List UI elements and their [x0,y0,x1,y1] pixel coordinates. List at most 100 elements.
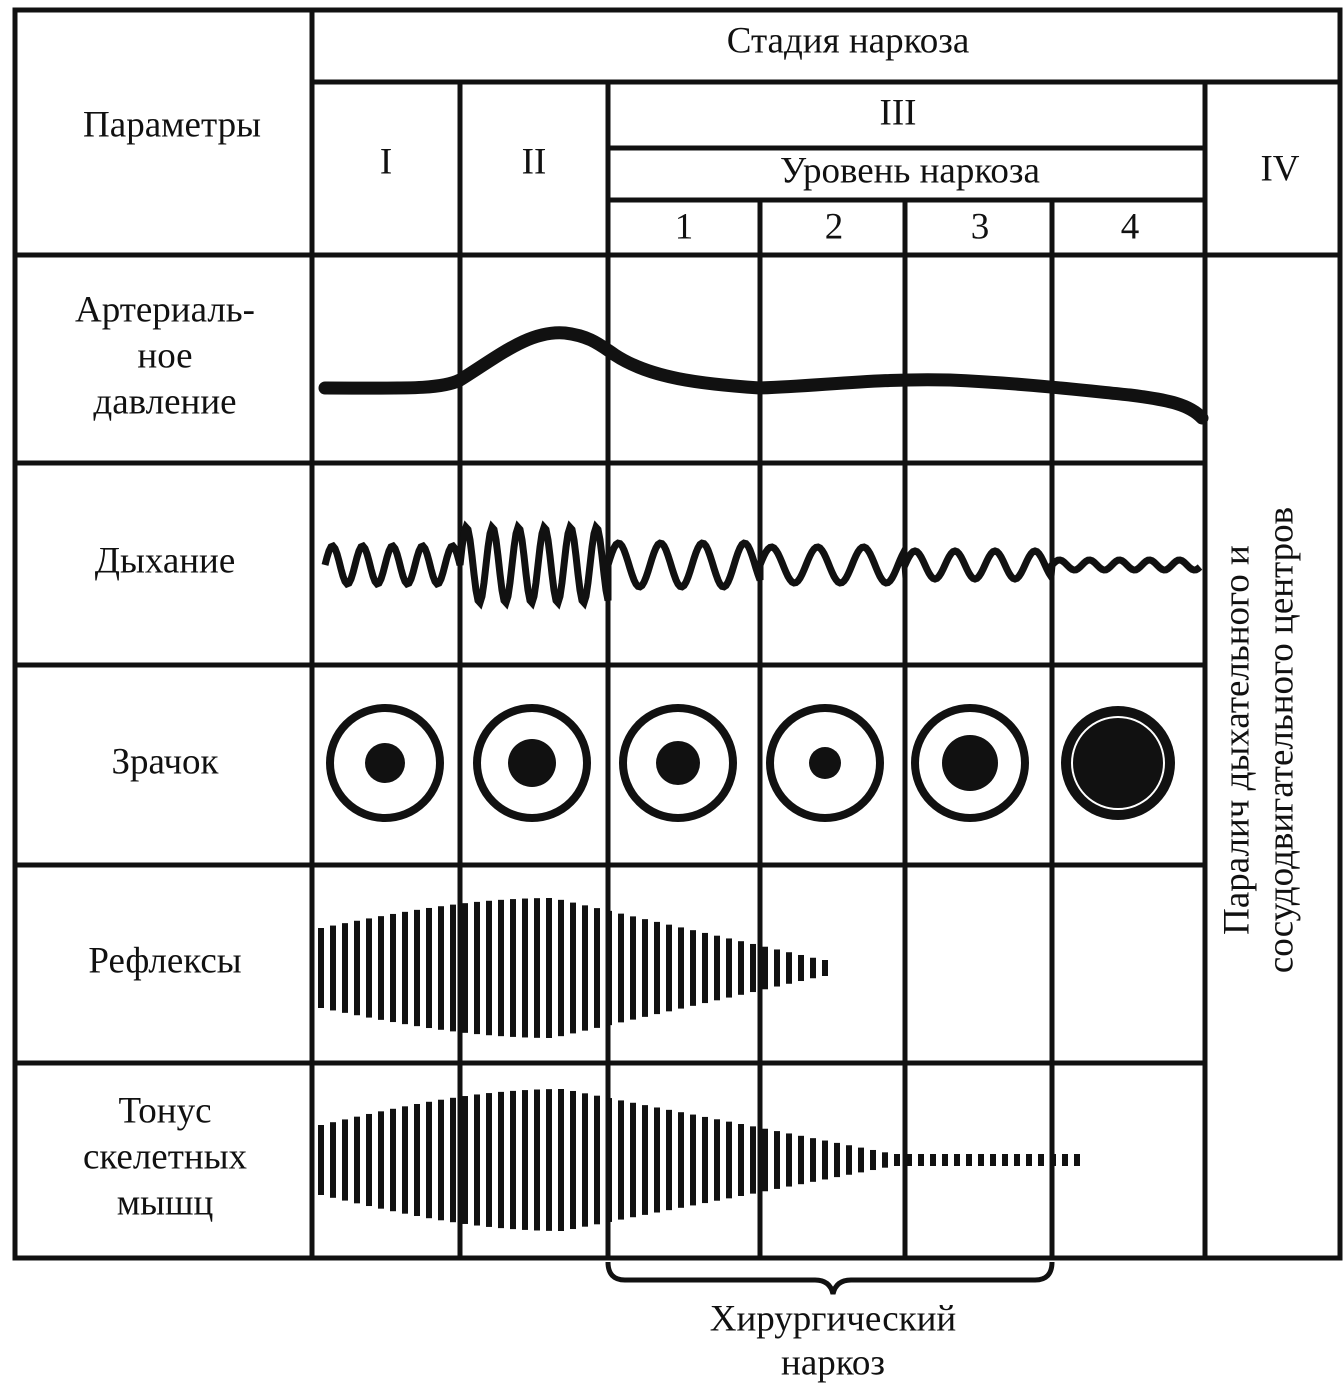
reflex-bar [330,926,336,1011]
tone-bar [546,1089,552,1231]
level-label: 1 [675,206,694,247]
tone-bar [966,1154,972,1166]
reflex-bar [690,930,696,1006]
tone-bar [618,1100,624,1219]
reflex-bar [750,944,756,992]
tone-bar [726,1122,732,1199]
tone-bar [750,1126,756,1193]
header-cell: Параметры [83,104,261,145]
tone-bar [942,1154,948,1166]
row-label: Тонус [118,1090,211,1131]
reflex-bar [558,900,564,1036]
row-label: мышц [117,1182,214,1223]
row-label: давление [93,381,236,422]
tone-bar [1050,1154,1056,1166]
tone-bar [1074,1154,1080,1166]
stage-label: IV [1260,148,1299,189]
reflex-bar [498,900,504,1036]
reflex-bar [642,919,648,1017]
reflex-bar [570,903,576,1034]
tone-bar [978,1154,984,1166]
pupil [508,739,556,787]
tone-bar [786,1133,792,1186]
reflex-bar [546,898,552,1038]
tone-bar [522,1090,528,1230]
tone-bar [858,1148,864,1173]
reflex-bar [582,905,588,1030]
tone-bar [366,1114,372,1206]
reflex-bar [510,899,516,1037]
reflex-bar [450,905,456,1032]
reflex-bar [702,933,708,1003]
tone-bar [414,1104,420,1216]
reflex-bar [606,911,612,1025]
tone-bar [486,1093,492,1227]
tone-bar [642,1105,648,1215]
tone-bar [810,1138,816,1182]
reflex-bar [414,910,420,1026]
row-label: скелетных [83,1136,248,1177]
tone-bar [558,1089,564,1231]
reflex-bar [618,914,624,1023]
side-note: сосудодвигательного центров [1260,507,1301,973]
reflex-bar [798,955,804,981]
tone-bar [378,1111,384,1208]
page: ПараметрыСтадия наркозаIIIIIIIVУровень н… [0,0,1344,1387]
tone-bar [714,1119,720,1200]
pressure-curve [325,333,1202,418]
tone-bar [1038,1154,1044,1166]
tone-bar [438,1100,444,1221]
reflex-bar [714,936,720,1001]
tone-bar [342,1119,348,1200]
pupil [365,743,405,783]
tone-bar [498,1092,504,1228]
tone-bar [702,1117,708,1203]
reflex-bar [786,952,792,984]
reflex-bar [522,899,528,1038]
bracket-label: наркоз [781,1342,885,1383]
row-label: ное [137,335,192,376]
tone-bar [654,1107,660,1212]
reflex-bar [426,908,432,1028]
tone-bar [762,1129,768,1192]
tone-bar [690,1115,696,1206]
tone-bar [1014,1154,1020,1166]
bracket-label: Хирургический [710,1298,956,1339]
tone-bar [426,1102,432,1218]
row-label: Зрачок [111,741,219,782]
reflex-bar [354,921,360,1015]
reflex-bar [762,947,768,990]
tone-bar [678,1112,684,1208]
reflex-bar [774,949,780,986]
tone-bar [1026,1154,1032,1166]
tone-bar [930,1154,936,1166]
tone-bar [834,1143,840,1177]
tone-bar [318,1125,324,1195]
tone-bar [390,1109,396,1211]
reflex-bar [486,901,492,1035]
reflex-bar [630,916,636,1019]
reflex-bar [438,906,444,1030]
tone-bar [846,1145,852,1175]
tone-bar [798,1136,804,1184]
tone-bar [882,1152,888,1167]
tone-bar [822,1141,828,1180]
tone-bar [510,1091,516,1229]
stage-label: II [522,141,547,182]
reflex-bar [726,938,732,997]
reflex-bar [342,923,348,1013]
tone-bar [990,1154,996,1166]
diagram: ПараметрыСтадия наркозаIIIIIIIVУровень н… [0,0,1344,1387]
header-cell: Стадия наркоза [727,20,970,61]
reflex-bar [738,941,744,995]
header-cell: Уровень наркоза [780,150,1040,191]
tone-bar [906,1154,912,1166]
row-label: Рефлексы [88,940,241,981]
stage-label: III [880,92,917,133]
tone-bar [594,1096,600,1225]
tone-bar [1062,1154,1068,1166]
tone-bar [666,1110,672,1210]
tone-bar [474,1094,480,1225]
reflex-bar [654,922,660,1014]
